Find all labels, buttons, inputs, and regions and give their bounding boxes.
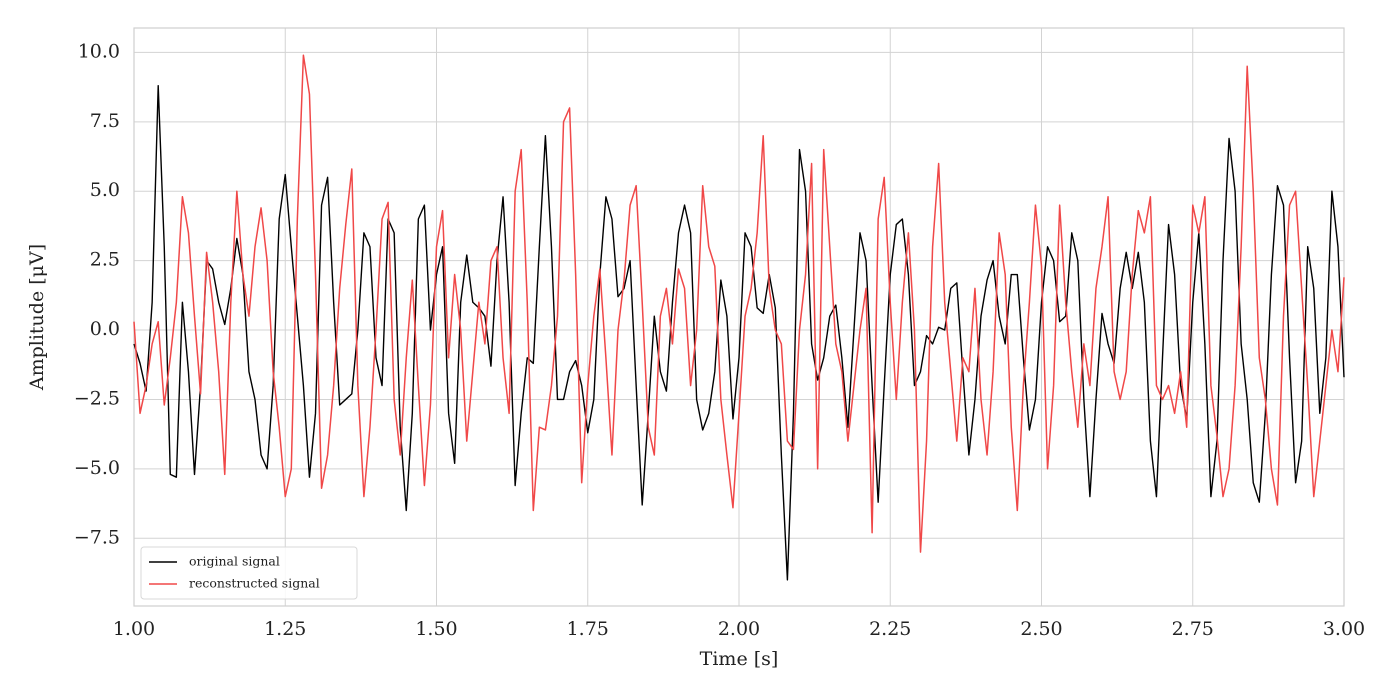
x-tick-label: 2.25 <box>869 618 911 640</box>
y-tick-label: 2.5 <box>90 249 120 271</box>
legend-box <box>140 546 358 600</box>
legend-label: reconstructed signal <box>189 576 320 591</box>
x-tick-label: 2.50 <box>1020 618 1062 640</box>
legend: original signal reconstructed signal <box>140 546 358 600</box>
x-tick-label: 3.00 <box>1323 618 1365 640</box>
plot-frame <box>133 27 1345 607</box>
y-axis-label: Amplitude [μV] <box>26 244 48 391</box>
y-tick-label: −7.5 <box>74 526 120 548</box>
legend-label: original signal <box>189 554 280 569</box>
y-tick-label: 5.0 <box>90 179 120 201</box>
y-tick-label: −2.5 <box>74 387 120 409</box>
x-tick-label: 1.00 <box>113 618 155 640</box>
series-line <box>133 85 1345 581</box>
y-tick-label: 10.0 <box>78 40 120 62</box>
x-tick-label: 2.75 <box>1172 618 1214 640</box>
y-tick-label: −5.0 <box>74 457 120 479</box>
series-line <box>133 54 1345 553</box>
x-tick-label: 1.25 <box>264 618 306 640</box>
x-tick-label: 2.00 <box>718 618 760 640</box>
y-tick-label: 7.5 <box>90 110 120 132</box>
x-tick-label: 1.50 <box>415 618 457 640</box>
x-axis-label: Time [s] <box>700 648 779 670</box>
x-tick-label: 1.75 <box>567 618 609 640</box>
y-tick-label: 0.0 <box>90 318 120 340</box>
